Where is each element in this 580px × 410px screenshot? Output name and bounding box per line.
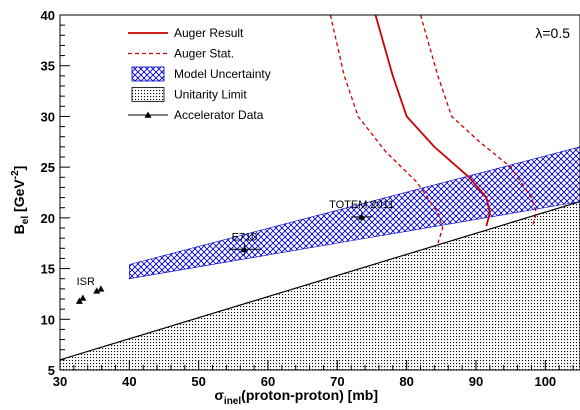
legend-label: Model Uncertainty [174, 67, 271, 81]
legend-item: Model Uncertainty [131, 66, 271, 82]
accelerator-data-point [79, 294, 87, 301]
y-tick-label: 15 [41, 262, 55, 277]
x-axis-label-rest: (proton-proton) [mb] [241, 387, 378, 403]
y-axis-label: Bel [GeV-2] [10, 166, 31, 235]
accelerator-data-points [75, 212, 372, 304]
unitarity-limit-line [60, 201, 580, 361]
y-tick-label: 20 [41, 211, 55, 226]
group-label: ISR [77, 276, 95, 288]
plot-frame [59, 14, 580, 371]
y-tick-label: 35 [41, 59, 55, 74]
unitarity-limit-region [60, 201, 580, 370]
legend-item: Unitarity Limit [131, 87, 247, 102]
x-tick-label: 60 [261, 374, 275, 389]
legend-item: Auger Stat. [128, 47, 234, 61]
accelerator-data-point [93, 287, 101, 294]
y-tick-label: 5 [48, 363, 55, 378]
y-axis: 5 10 15 20 25 30 35 40 [41, 8, 70, 378]
legend-label: Auger Result [174, 26, 244, 40]
legend-item: Accelerator Data [128, 108, 264, 122]
y-tick-label: 30 [41, 109, 55, 124]
y-tick-label: 25 [41, 160, 55, 175]
y-axis-label-sub: el [20, 216, 31, 225]
y-axis-label-rest-b: ] [11, 166, 27, 171]
x-tick-label: 40 [122, 374, 136, 389]
legend-label: Accelerator Data [174, 108, 264, 122]
legend-item: Auger Result [128, 26, 244, 40]
legend-label: Unitarity Limit [174, 88, 247, 102]
x-tick-label: 100 [534, 374, 556, 389]
x-tick-label: 90 [469, 374, 483, 389]
x-tick-label: 70 [330, 374, 344, 389]
y-tick-label: 40 [41, 8, 55, 23]
auger-result-curve [374, 15, 491, 227]
legend-swatch-marker [144, 111, 152, 118]
accelerator-data-point [75, 297, 83, 304]
model-uncertainty-band [129, 146, 580, 280]
x-axis-label: σinel(proton-proton) [mb] [214, 387, 378, 407]
x-tick-label: 30 [53, 374, 67, 389]
auger-stat-high-curve [419, 15, 537, 226]
lambda-annotation: λ=0.5 [535, 25, 570, 41]
legend-swatch-dots [131, 87, 165, 102]
x-axis-label-sub: inel [224, 396, 241, 407]
y-axis-label-symbol: B [11, 224, 27, 234]
legend-swatch-hatch [131, 66, 165, 82]
accelerator-data-point [358, 213, 366, 220]
accelerator-data-point [240, 245, 248, 253]
point-label: TOTEM 2011 [329, 199, 394, 211]
x-tick-label: 80 [399, 374, 413, 389]
x-axis-label-symbol: σ [214, 387, 224, 403]
y-tick-label: 10 [41, 312, 55, 327]
point-labels: E710 TOTEM 2011 ISR [77, 199, 394, 288]
y-axis-label-sup: -2 [10, 170, 21, 179]
point-label: E710 [232, 231, 258, 243]
x-axis: 30 40 50 60 70 80 90 100 [53, 360, 574, 389]
accelerator-data-point [97, 285, 105, 292]
y-axis-label-rest-a: [GeV [11, 179, 27, 216]
legend: Auger Result Auger Stat. Model Uncertainty… [128, 26, 271, 122]
legend-label: Auger Stat. [174, 47, 234, 61]
x-tick-label: 50 [191, 374, 205, 389]
